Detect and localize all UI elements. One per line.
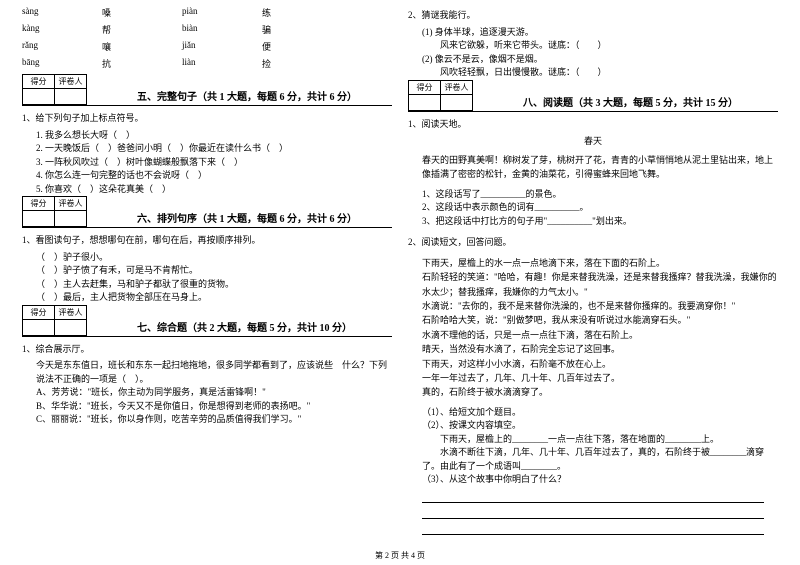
question-line: （ ）最后，主人把货物全部压在马身上。 xyxy=(36,291,392,305)
score-box: 得分评卷人 xyxy=(22,196,87,227)
question-line: 4. 你怎么连一句完整的话也不会说呀（ ） xyxy=(36,169,392,183)
question-line: （3）、从这个故事中你明白了什么？ xyxy=(422,473,778,487)
page-footer: 第 2 页 共 4 页 xyxy=(0,550,800,561)
question-line: （ ）驴子很小。 xyxy=(36,251,392,265)
question-line: A、芳芳说："班长，你主动为同学服务，真是活雷锋啊！" xyxy=(36,386,392,400)
s6-q: 1、看图读句子，想想哪句在前，哪句在后，再按顺序排列。 xyxy=(22,234,392,248)
section-5-title: 五、完整句子（共 1 大题，每题 6 分，共计 6 分） xyxy=(137,88,357,105)
answer-line xyxy=(422,491,764,503)
question-line: 下雨天，屋檐上的________一点一点往下落，落在地面的________上。 xyxy=(422,433,778,447)
reading1-title: 春天 xyxy=(408,134,778,147)
section-7-title: 七、综合题（共 2 大题，每题 5 分，共计 10 分） xyxy=(137,319,352,336)
score-box: 得分评卷人 xyxy=(22,74,87,105)
question-line: 风来它欲躲，听来它带头。谜底：（ ） xyxy=(422,39,778,53)
s7b-q: 2、猜谜我能行。 xyxy=(408,9,778,23)
s8-q2: 2、阅读短文，回答问题。 xyxy=(408,236,778,250)
question-line: B、华华说："班长，今天又不是你值日，你是想得到老师的表扬吧。" xyxy=(36,400,392,414)
s7-intro: 今天是东东值日，班长和东东一起扫地拖地，很多同学都看到了，应该说些 什么？下列说… xyxy=(36,359,392,386)
s7-q: 1、综合展示厅。 xyxy=(22,343,392,357)
question-line: C、丽丽说："班长，你以身作则，吃苦辛劳的品质值得我们学习。" xyxy=(36,413,392,427)
reading1-text: 春天的田野真美啊！柳树发了芽，桃树开了花，青青的小草悄悄地从泥土里钻出来，地上像… xyxy=(422,153,778,182)
question-line: （ ）驴子愤了有禾，可是马不肯帮忙。 xyxy=(36,264,392,278)
question-line: 2、这段话中表示颜色的词有__________。 xyxy=(422,201,778,215)
reading2-text: 下雨天，屋檐上的水一点一点地滴下来，落在下面的石阶上。石阶轻轻的笑道："哈哈，有… xyxy=(422,256,778,400)
question-line: 3、把这段话中打比方的句子用"__________"划出来。 xyxy=(422,215,778,229)
question-line: （ ）主人去赶集，马和驴子都驮了很重的货物。 xyxy=(36,278,392,292)
answer-line xyxy=(422,523,764,535)
s8-q1: 1、阅读天地。 xyxy=(408,118,778,132)
score-box: 得分评卷人 xyxy=(408,80,473,111)
question-line: 1、这段话写了__________的景色。 xyxy=(422,188,778,202)
score-box: 得分评卷人 xyxy=(22,305,87,336)
answer-line xyxy=(422,507,764,519)
question-line: （2）、按课文内容填空。 xyxy=(422,419,778,433)
section-8-title: 八、阅读题（共 3 大题，每题 5 分，共计 15 分） xyxy=(523,94,738,111)
question-line: （1）、给短文加个题目。 xyxy=(422,406,778,420)
pinyin-table: sàng嗓piàn练kàng帮biàn骗rǎng嚷jiǎn便bāng抗liàn捡 xyxy=(22,6,392,70)
question-line: 风吹轻轻飘，日出慢慢散。谜底：（ ） xyxy=(422,66,778,80)
s5-q: 1、给下列句子加上标点符号。 xyxy=(22,112,392,126)
question-line: 5. 你喜欢（ ）这朵花真美（ ） xyxy=(36,183,392,197)
question-line: (1) 身体半球，追逐漫天游。 xyxy=(422,26,778,40)
question-line: 1. 我多么想长大呀（ ） xyxy=(36,129,392,143)
question-line: 3. 一阵秋风吹过（ ）树叶像蝴蝶般飘落下来（ ） xyxy=(36,156,392,170)
question-line: 水滴不断往下滴，几年、几十年、几百年过去了，真的，石阶终于被________滴穿… xyxy=(422,446,778,473)
question-line: (2) 像云不是云，像烟不是烟。 xyxy=(422,53,778,67)
question-line: 2. 一天晚饭后（ ）爸爸问小明（ ）你最近在读什么书（ ） xyxy=(36,142,392,156)
section-6-title: 六、排列句序（共 1 大题，每题 6 分，共计 6 分） xyxy=(137,210,357,227)
